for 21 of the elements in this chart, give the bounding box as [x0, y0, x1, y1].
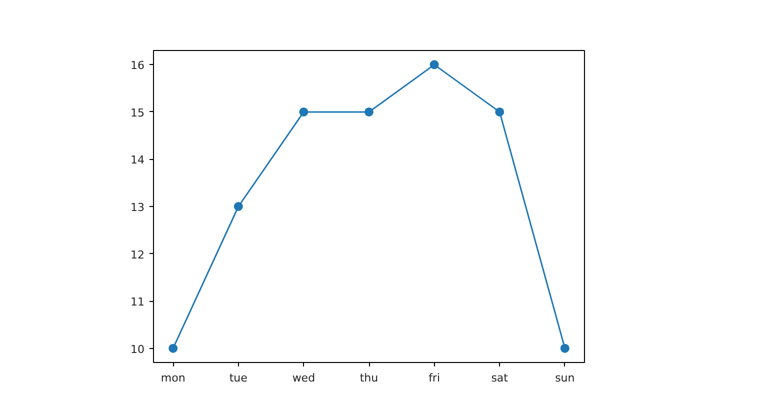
point — [560, 344, 570, 353]
y-tick-label: 15 — [130, 106, 145, 120]
y-tick-label: 14 — [130, 154, 145, 167]
point — [364, 107, 374, 116]
x-tick-label: sun — [555, 372, 575, 384]
y-tick-label: 16 — [130, 59, 145, 72]
point — [430, 60, 439, 70]
point — [495, 107, 504, 116]
y-tick-label: 11 — [130, 296, 145, 309]
y-tick-label: 13 — [130, 201, 145, 214]
x-tick-label: mon — [160, 372, 186, 384]
y-tick-label: 12 — [130, 248, 145, 262]
x-tick-label: tue — [229, 372, 248, 384]
x-tick-label: fri — [428, 372, 440, 384]
x-tick-label: thu — [360, 372, 378, 384]
point — [299, 107, 308, 116]
x-tick-label: sat — [491, 372, 509, 384]
y-tick-label: 10 — [130, 342, 145, 356]
point — [234, 202, 243, 211]
point — [168, 344, 178, 353]
x-tick-label: wed — [292, 372, 316, 384]
